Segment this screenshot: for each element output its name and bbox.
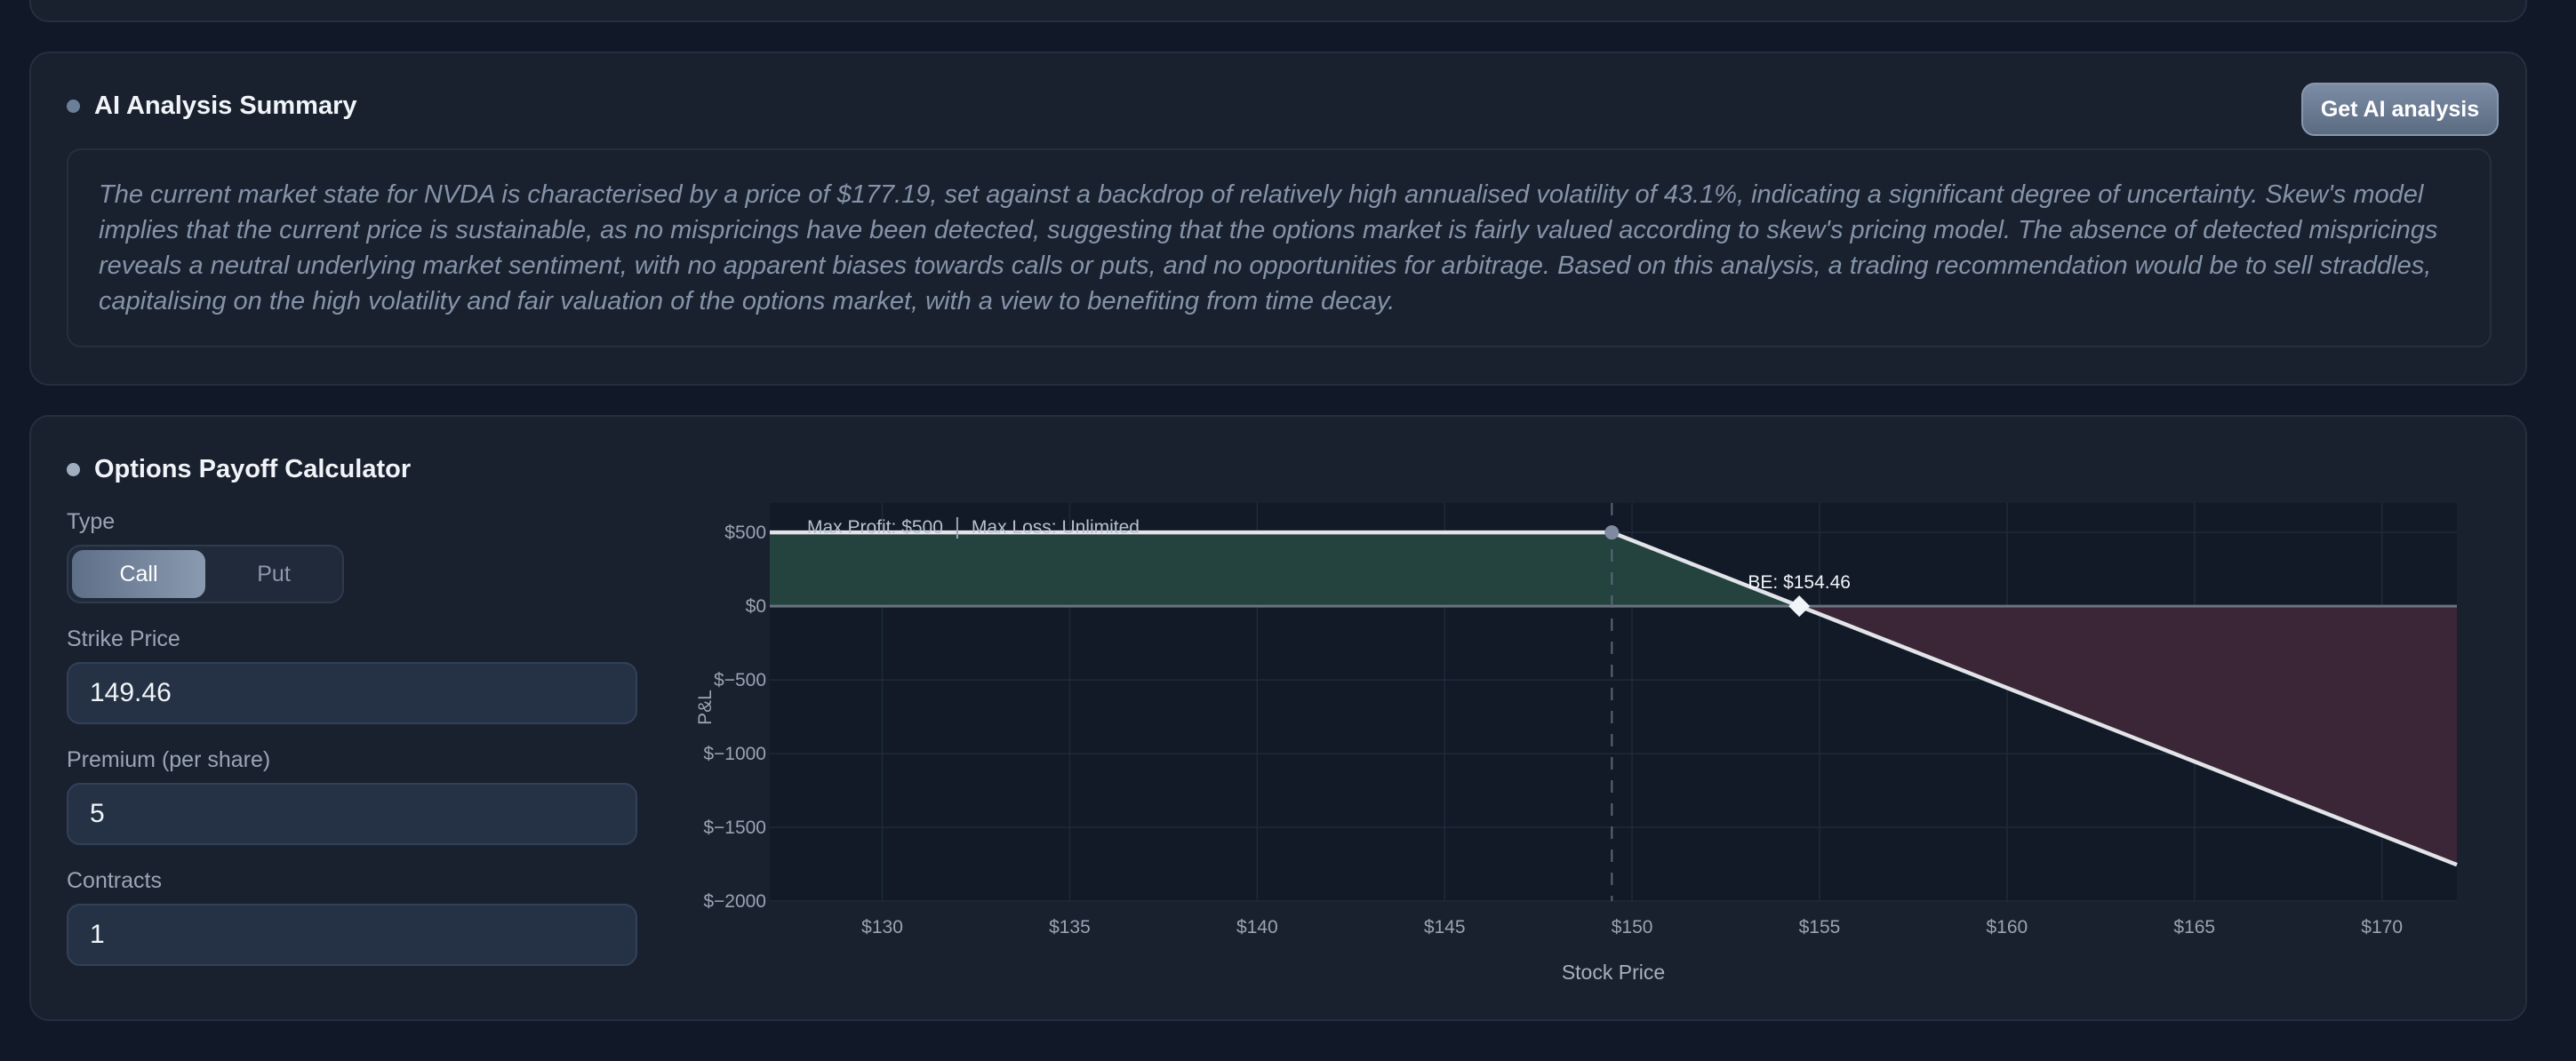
contracts-input[interactable] bbox=[67, 904, 637, 966]
strike-price-label: Strike Price bbox=[67, 626, 180, 651]
call-toggle-button[interactable]: Call bbox=[72, 550, 205, 598]
payoff-chart: BE: $154.46 Max Profit: $500 Max Loss: U… bbox=[658, 498, 2471, 1000]
profit-area bbox=[770, 532, 1800, 607]
premium-label: Premium (per share) bbox=[67, 747, 271, 772]
payoff-chart-svg: BE: $154.46 Max Profit: $500 Max Loss: U… bbox=[695, 503, 2458, 984]
strike-marker bbox=[1604, 525, 1620, 540]
y-tick-label: $−1500 bbox=[703, 818, 766, 838]
y-tick-label: $−2000 bbox=[703, 891, 766, 912]
y-tick-label: $−1000 bbox=[703, 744, 766, 764]
type-label: Type bbox=[67, 509, 116, 534]
put-toggle-button[interactable]: Put bbox=[257, 561, 291, 586]
y-tick-label: $−500 bbox=[714, 670, 766, 690]
breakeven-label: BE: $154.46 bbox=[1748, 572, 1851, 593]
get-ai-analysis-button[interactable]: Get AI analysis bbox=[2301, 83, 2499, 136]
breakeven-marker bbox=[1788, 595, 1811, 618]
previous-card bbox=[29, 0, 2527, 22]
x-tick-label: $160 bbox=[1987, 917, 2028, 937]
x-tick-label: $150 bbox=[1612, 917, 1653, 937]
max-profit-label: Max Profit: $500 bbox=[807, 517, 943, 538]
payoff-line bbox=[770, 530, 2458, 867]
x-tick-label: $140 bbox=[1236, 917, 1278, 937]
y-tick-label: $0 bbox=[746, 596, 766, 617]
premium-input[interactable] bbox=[67, 783, 637, 845]
options-payoff-header: Options Payoff Calculator bbox=[67, 455, 411, 484]
option-type-toggle: Call Put bbox=[67, 545, 344, 603]
y-axis-label: P&L bbox=[695, 690, 716, 725]
x-tick-label: $165 bbox=[2173, 917, 2215, 937]
x-axis-label: Stock Price bbox=[1562, 961, 1665, 984]
strike-price-input[interactable] bbox=[67, 662, 637, 724]
ai-analysis-card: AI Analysis Summary Get AI analysis The … bbox=[29, 52, 2527, 386]
x-tick-label: $155 bbox=[1799, 917, 1841, 937]
y-tick-label: $500 bbox=[724, 523, 766, 543]
section-dot-icon bbox=[67, 463, 80, 476]
x-tick-label: $145 bbox=[1424, 917, 1466, 937]
x-tick-label: $130 bbox=[861, 917, 903, 937]
contracts-label: Contracts bbox=[67, 868, 162, 893]
ai-analysis-text: The current market state for NVDA is cha… bbox=[67, 148, 2492, 347]
x-tick-label: $135 bbox=[1049, 917, 1091, 937]
ai-analysis-title: AI Analysis Summary bbox=[94, 92, 357, 120]
x-tick-label: $170 bbox=[2361, 917, 2403, 937]
options-payoff-title: Options Payoff Calculator bbox=[94, 455, 412, 483]
section-dot-icon bbox=[67, 100, 80, 113]
max-loss-label: Max Loss: Unlimited bbox=[972, 517, 1140, 538]
ai-analysis-header: AI Analysis Summary bbox=[67, 92, 357, 121]
